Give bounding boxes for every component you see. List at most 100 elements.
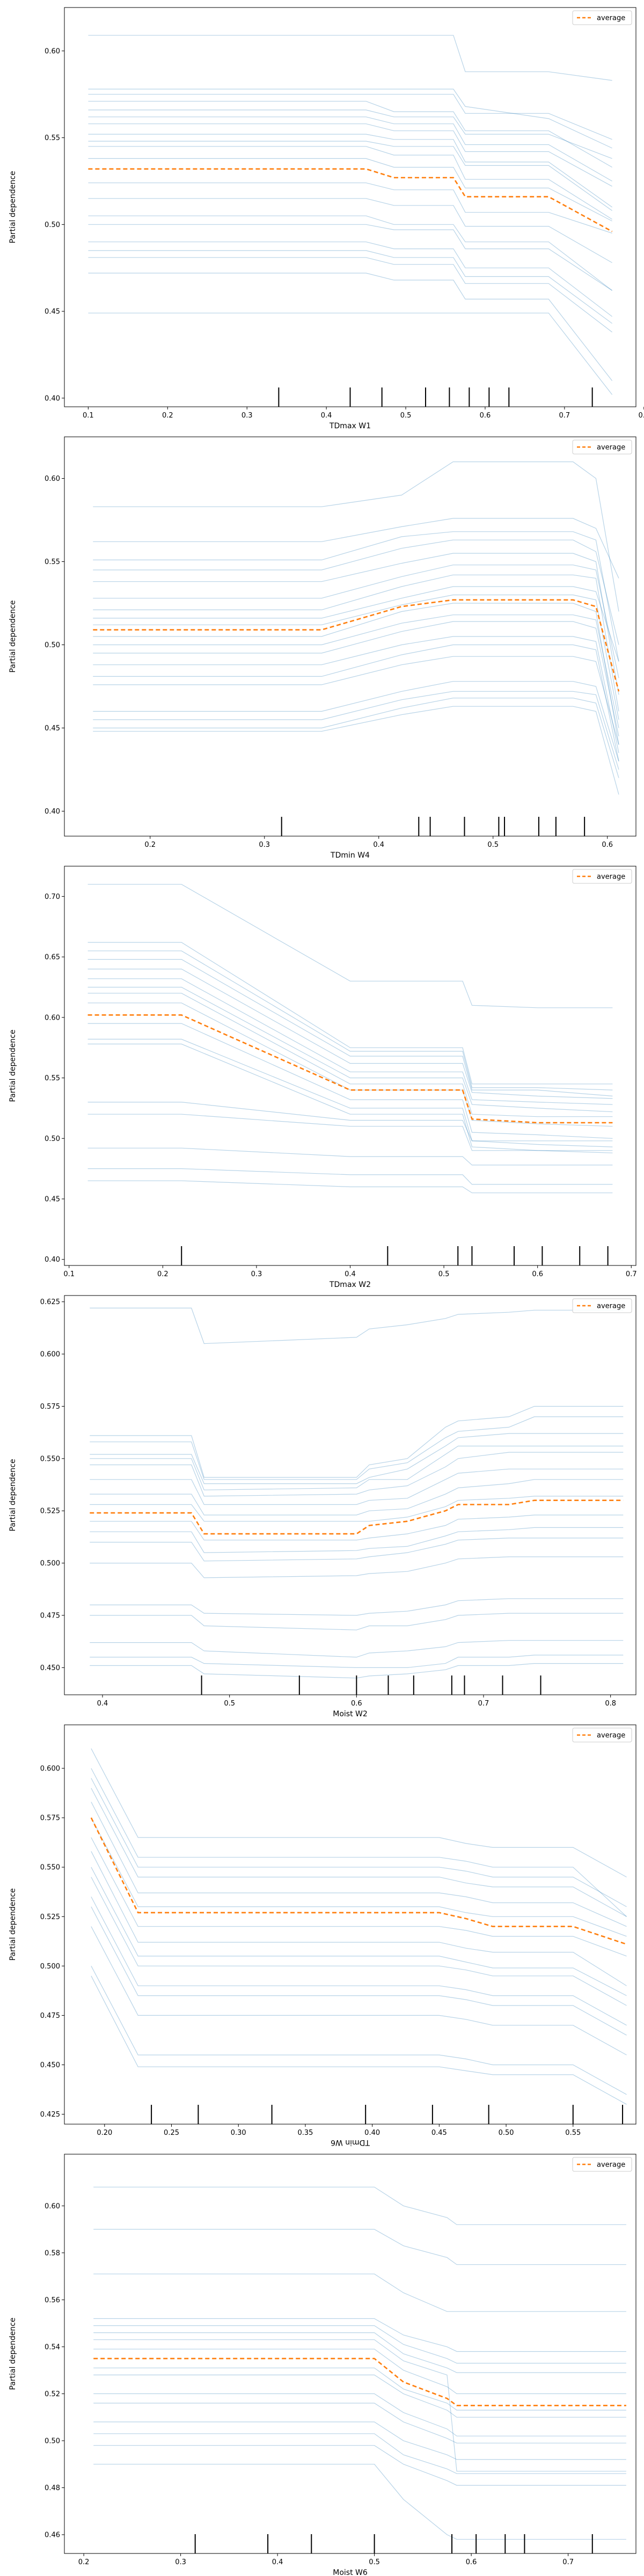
y-axis-label: Partial dependence: [9, 600, 17, 672]
ice-line: [90, 1452, 624, 1497]
ice-line: [88, 182, 612, 234]
legend: average: [572, 10, 632, 25]
x-tick-label: 0.8: [638, 412, 644, 420]
ice-line: [88, 94, 612, 140]
x-tick-label: 0.55: [565, 2129, 581, 2137]
ice-line: [93, 2464, 626, 2540]
x-tick-label: 0.5: [487, 841, 499, 849]
x-tick-label: 0.2: [144, 841, 156, 849]
x-tick-label: 0.6: [480, 412, 491, 420]
x-tick-label: 0.25: [164, 2129, 179, 2137]
ice-line: [87, 1114, 613, 1151]
ice-line: [91, 1966, 627, 2095]
y-tick-label: 0.500: [40, 1560, 60, 1568]
ice-line: [87, 986, 613, 1113]
ice-line: [90, 1307, 624, 1344]
x-tick-label: 0.4: [97, 1700, 108, 1708]
ice-line: [88, 89, 612, 149]
ice-line: [91, 1768, 627, 1917]
ice-line: [93, 698, 619, 778]
ice-line: [88, 312, 613, 395]
y-axis-label: Partial dependence: [9, 2317, 17, 2390]
x-axis-label: TDmin W4: [330, 851, 370, 860]
ice-line: [90, 1406, 624, 1478]
x-tick-label: 0.45: [431, 2129, 447, 2137]
ice-line: [88, 257, 612, 333]
y-tick-label: 0.60: [45, 47, 60, 55]
ice-line: [93, 656, 619, 745]
pdp-panel-5: 0.20 0.25 0.30 0.35 0.40 0.45 0.50 0.55 0.425 0.4…: [9, 1724, 636, 2147]
x-tick-label: 0.40: [364, 2129, 380, 2137]
x-tick-label: 0.3: [259, 841, 270, 849]
y-tick-label: 0.450: [40, 2061, 60, 2069]
x-tick-label: 0.30: [231, 2129, 246, 2137]
ice-line: [93, 636, 619, 753]
ice-line: [93, 2421, 626, 2460]
ice-line: [87, 1023, 613, 1139]
x-tick-label: 0.5: [400, 412, 412, 420]
pdp-panel-1: 0.1 0.2 0.3 0.4 0.5 0.6 0.7 0.8 0.40 0.45 0.50 0.55…: [9, 7, 644, 430]
ice-line: [90, 1613, 624, 1630]
ice-line: [87, 993, 613, 1117]
legend-average-label: average: [597, 1732, 625, 1740]
ice-line: [88, 35, 612, 81]
y-tick-label: 0.55: [45, 134, 60, 142]
y-tick-label: 0.54: [45, 2343, 60, 2351]
ice-line: [88, 123, 612, 187]
x-tick-label: 0.4: [345, 1270, 356, 1278]
y-tick-label: 0.52: [45, 2390, 60, 2398]
pdp-panel-2: 0.2 0.3 0.4 0.5 0.6 0.40 0.45 0.50 0.55 0.60 TDmin…: [9, 436, 636, 860]
ice-line: [90, 1598, 624, 1616]
plot-area: [64, 7, 636, 407]
y-tick-label: 0.475: [40, 2012, 60, 2020]
ice-line: [90, 1433, 624, 1484]
y-tick-label: 0.550: [40, 1864, 60, 1872]
ice-line: [93, 2367, 626, 2411]
x-tick-label: 0.50: [499, 2129, 514, 2137]
x-tick-label: 0.7: [478, 1700, 489, 1708]
ice-line: [93, 706, 619, 795]
y-tick-label: 0.56: [45, 2296, 60, 2304]
y-tick-label: 0.50: [45, 221, 60, 229]
x-tick-label: 0.7: [626, 1270, 637, 1278]
x-tick-label: 0.2: [78, 2558, 90, 2566]
ice-line: [90, 1640, 624, 1658]
legend-box: [572, 1298, 632, 1313]
ice-line: [90, 1416, 624, 1480]
legend-box: [572, 1728, 632, 1743]
plot-area: [64, 1724, 636, 2125]
y-tick-label: 0.525: [40, 1507, 60, 1516]
legend-average-label: average: [597, 444, 625, 452]
x-axis-label: TDmax W2: [329, 1280, 371, 1289]
ice-line: [87, 1102, 613, 1141]
ice-line: [90, 1496, 624, 1522]
y-tick-label: 0.48: [45, 2484, 60, 2492]
y-tick-label: 0.46: [45, 2531, 60, 2539]
x-tick-label: 0.20: [97, 2129, 112, 2137]
legend-average-label: average: [597, 2161, 625, 2169]
x-tick-label: 0.4: [272, 2558, 283, 2566]
x-axis-label: TDmin W6: [331, 2138, 370, 2147]
y-tick-label: 0.575: [40, 1814, 60, 1823]
x-tick-label: 0.4: [373, 841, 384, 849]
x-tick-label: 0.5: [438, 1270, 450, 1278]
ice-line: [87, 1043, 613, 1153]
ice-line: [90, 1445, 624, 1490]
y-tick-label: 0.65: [45, 954, 60, 962]
ice-line: [93, 594, 619, 720]
pdp-panel-3: 0.1 0.2 0.3 0.4 0.5 0.6 0.7 0.40 0.45 0.50 0.55 0.6…: [9, 866, 637, 1289]
legend-box: [572, 869, 632, 884]
average-line: [93, 2358, 626, 2406]
x-axis-label: Moist W6: [333, 2568, 368, 2576]
y-tick-label: 0.450: [40, 1664, 60, 1672]
ice-line: [93, 574, 619, 712]
ice-line: [87, 942, 613, 1085]
ice-line: [88, 109, 612, 159]
ice-line: [93, 2403, 626, 2443]
plot-area: [64, 2154, 636, 2554]
y-axis-label: Partial dependence: [9, 1888, 17, 1960]
ice-line: [93, 553, 619, 695]
y-tick-label: 0.45: [45, 308, 60, 316]
ice-line: [93, 2318, 626, 2352]
ice-line: [91, 1851, 627, 1986]
